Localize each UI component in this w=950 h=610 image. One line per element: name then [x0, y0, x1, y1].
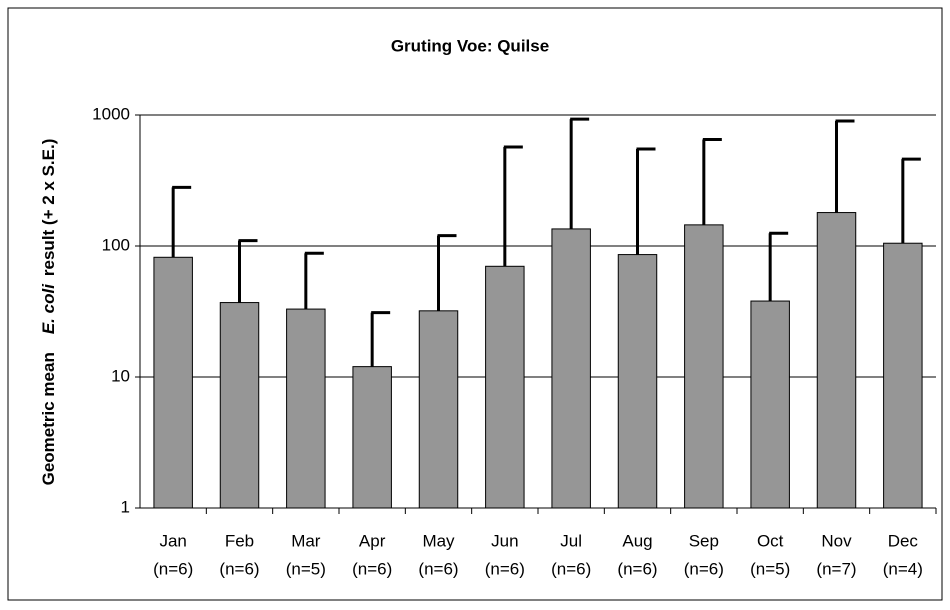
x-tick-sublabel: (n=6) — [418, 559, 458, 578]
chart-title: Gruting Voe: Quilse — [391, 36, 549, 55]
x-tick-label: Nov — [821, 531, 852, 550]
x-tick-sublabel: (n=6) — [352, 559, 392, 578]
bar — [286, 308, 326, 509]
x-tick-label: Apr — [359, 531, 386, 550]
x-tick-label: Jul — [560, 531, 582, 550]
x-tick-label: Mar — [291, 531, 321, 550]
x-tick-sublabel: (n=6) — [617, 559, 657, 578]
x-tick-label: Jun — [491, 531, 518, 550]
x-tick-sublabel: (n=6) — [551, 559, 591, 578]
x-tick-sublabel: (n=6) — [219, 559, 259, 578]
x-tick-sublabel: (n=5) — [286, 559, 326, 578]
bar — [816, 212, 857, 509]
x-tick-sublabel: (n=4) — [883, 559, 923, 578]
bar — [352, 366, 392, 509]
bar — [617, 254, 658, 509]
x-tick-sublabel: (n=6) — [153, 559, 193, 578]
y-tick-label: 1 — [121, 497, 130, 516]
x-tick-label: Jan — [159, 531, 186, 550]
x-tick-sublabel: (n=7) — [816, 559, 856, 578]
x-tick-sublabel: (n=6) — [684, 559, 724, 578]
x-tick-label: Sep — [689, 531, 719, 550]
bar — [883, 242, 923, 509]
x-tick-label: Dec — [888, 531, 919, 550]
x-tick-label: Aug — [622, 531, 652, 550]
x-tick-label: Feb — [225, 531, 254, 550]
bar — [219, 302, 260, 509]
chart-border — [7, 7, 943, 601]
y-tick-label: 1000 — [92, 104, 130, 123]
bar — [418, 310, 459, 509]
x-tick-label: Oct — [757, 531, 784, 550]
bar — [750, 300, 790, 509]
y-axis-label-part: E. coli — [39, 283, 58, 334]
bar — [485, 265, 525, 509]
bar — [153, 256, 193, 509]
y-axis-label: Geometric mean E. coli result (+ 2 x S.E.) — [39, 139, 58, 486]
x-tick-label: May — [422, 531, 455, 550]
x-tick-sublabel: (n=6) — [485, 559, 525, 578]
y-tick-label: 10 — [111, 366, 130, 385]
bar — [551, 228, 591, 509]
y-axis-label-part: Geometric mean — [39, 352, 58, 485]
y-tick-label: 100 — [102, 235, 130, 254]
y-axis-label-part: result (+ 2 x S.E.) — [39, 139, 58, 276]
x-tick-sublabel: (n=5) — [750, 559, 790, 578]
bar — [684, 224, 724, 509]
